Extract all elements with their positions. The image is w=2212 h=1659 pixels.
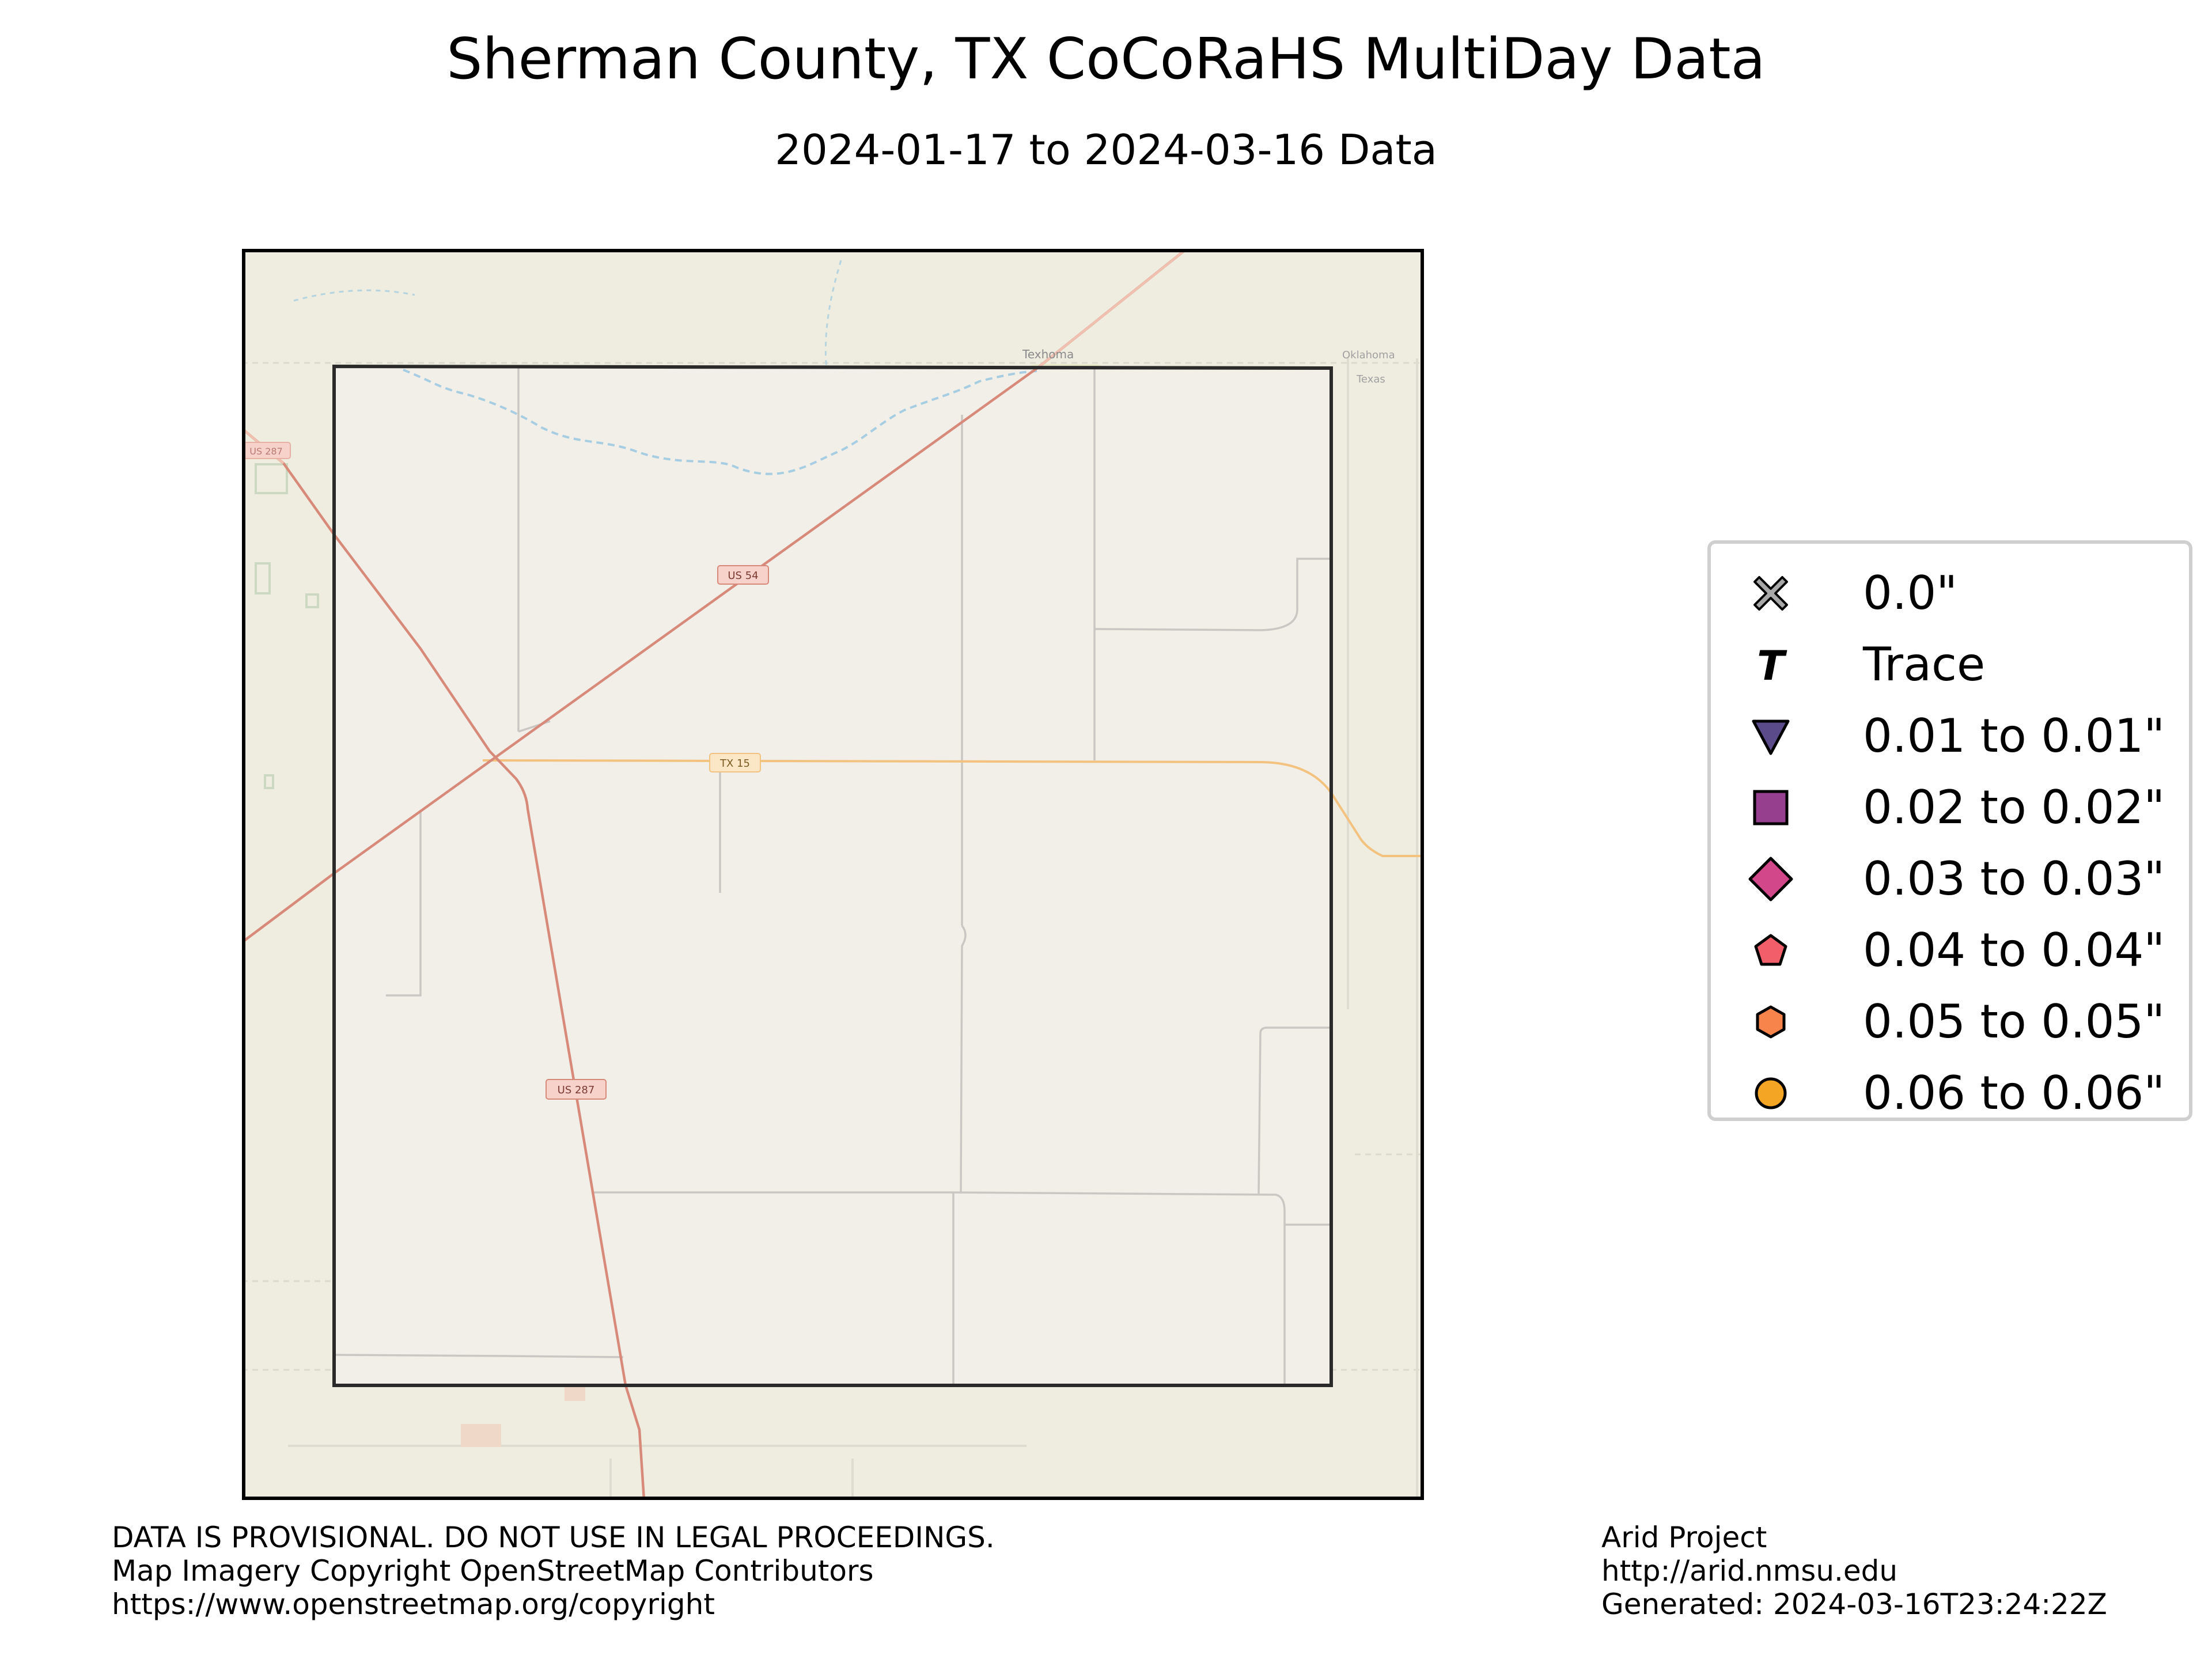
state-label-texas: Texas bbox=[1356, 373, 1385, 385]
legend-label-zero: 0.0" bbox=[1863, 566, 1958, 620]
legend-label-002: 0.02 to 0.02" bbox=[1863, 781, 2165, 834]
legend-label-005: 0.05 to 0.05" bbox=[1863, 995, 2165, 1048]
legend-label-004: 0.04 to 0.04" bbox=[1863, 923, 2165, 977]
legend-item-006: 0.06 to 0.06" bbox=[1711, 1058, 2189, 1129]
footer-osm-link[interactable]: https://www.openstreetmap.org/copyright bbox=[112, 1588, 715, 1621]
footer-project-name: Arid Project bbox=[1601, 1521, 1767, 1554]
circle-icon bbox=[1755, 1077, 1787, 1109]
legend-label-trace: Trace bbox=[1863, 638, 1986, 691]
route-shield-us287: US 287 bbox=[546, 1079, 607, 1100]
footer-osm-attribution: Map Imagery Copyright OpenStreetMap Cont… bbox=[112, 1554, 874, 1588]
legend-item-004: 0.04 to 0.04" bbox=[1711, 915, 2189, 986]
route-shield-us54: US 54 bbox=[717, 565, 769, 585]
map-frame bbox=[242, 249, 1424, 1500]
county-stream bbox=[403, 369, 1037, 475]
route-label-us54: US 54 bbox=[728, 570, 758, 582]
legend-item-003: 0.03 to 0.03" bbox=[1711, 843, 2189, 915]
town-label-texhoma: Texhoma bbox=[1022, 347, 1074, 361]
route-label-tx15: TX 15 bbox=[719, 757, 750, 770]
triangle-down-icon bbox=[1752, 719, 1790, 755]
county-border bbox=[332, 364, 1333, 1387]
chart-subtitle: 2024-01-17 to 2024-03-16 Data bbox=[775, 126, 1437, 174]
highway-tx15 bbox=[482, 759, 1424, 857]
svg-text:T: T bbox=[1757, 642, 1787, 688]
outside-local-roads bbox=[288, 358, 1418, 1500]
state-label-oklahoma: Oklahoma bbox=[1342, 349, 1395, 361]
footer-project-url[interactable]: http://arid.nmsu.edu bbox=[1601, 1554, 1898, 1588]
footer-generated-time: Generated: 2024-03-16T23:24:22Z bbox=[1601, 1588, 2107, 1621]
footer-credits: Arid Project http://arid.nmsu.edu Genera… bbox=[1601, 1521, 2107, 1621]
route-label-us287: US 287 bbox=[558, 1084, 595, 1096]
highway-us287 bbox=[242, 427, 646, 1500]
legend-item-005: 0.05 to 0.05" bbox=[1711, 986, 2189, 1058]
diamond-icon bbox=[1748, 857, 1793, 902]
trace-t-icon: T bbox=[1757, 642, 1787, 688]
chart-title: Sherman County, TX CoCoRaHS MultiDay Dat… bbox=[446, 26, 1766, 92]
square-icon bbox=[1753, 790, 1789, 825]
legend-item-001: 0.01 to 0.01" bbox=[1711, 700, 2189, 772]
route-shield-us287-offmap: US 287 bbox=[242, 442, 291, 459]
legend-label-003: 0.03 to 0.03" bbox=[1863, 852, 2165, 906]
footer-disclaimer: DATA IS PROVISIONAL. DO NOT USE IN LEGAL… bbox=[112, 1521, 995, 1621]
legend-item-zero: 0.0" bbox=[1711, 558, 2189, 629]
footer-provisional-notice: DATA IS PROVISIONAL. DO NOT USE IN LEGAL… bbox=[112, 1521, 995, 1554]
x-marker-icon bbox=[1753, 576, 1788, 611]
route-label-us287-offmap: US 287 bbox=[249, 446, 283, 457]
county-map: US 54 TX 15 US 287 US 287 Texhoma Oklaho… bbox=[242, 249, 1424, 1500]
pentagon-icon bbox=[1754, 934, 1787, 966]
outside-features bbox=[255, 463, 319, 789]
legend-label-001: 0.01 to 0.01" bbox=[1863, 709, 2165, 763]
legend-label-006: 0.06 to 0.06" bbox=[1863, 1066, 2165, 1120]
route-shield-tx15: TX 15 bbox=[709, 753, 761, 772]
legend-item-002: 0.02 to 0.02" bbox=[1711, 772, 2189, 843]
legend-item-trace: T Trace bbox=[1711, 629, 2189, 700]
hexagon-icon bbox=[1756, 1005, 1786, 1039]
county-area bbox=[334, 366, 1331, 1385]
legend: 0.0" T Trace 0.01 to 0.01" 0.02 to 0.02"… bbox=[1707, 540, 2192, 1121]
